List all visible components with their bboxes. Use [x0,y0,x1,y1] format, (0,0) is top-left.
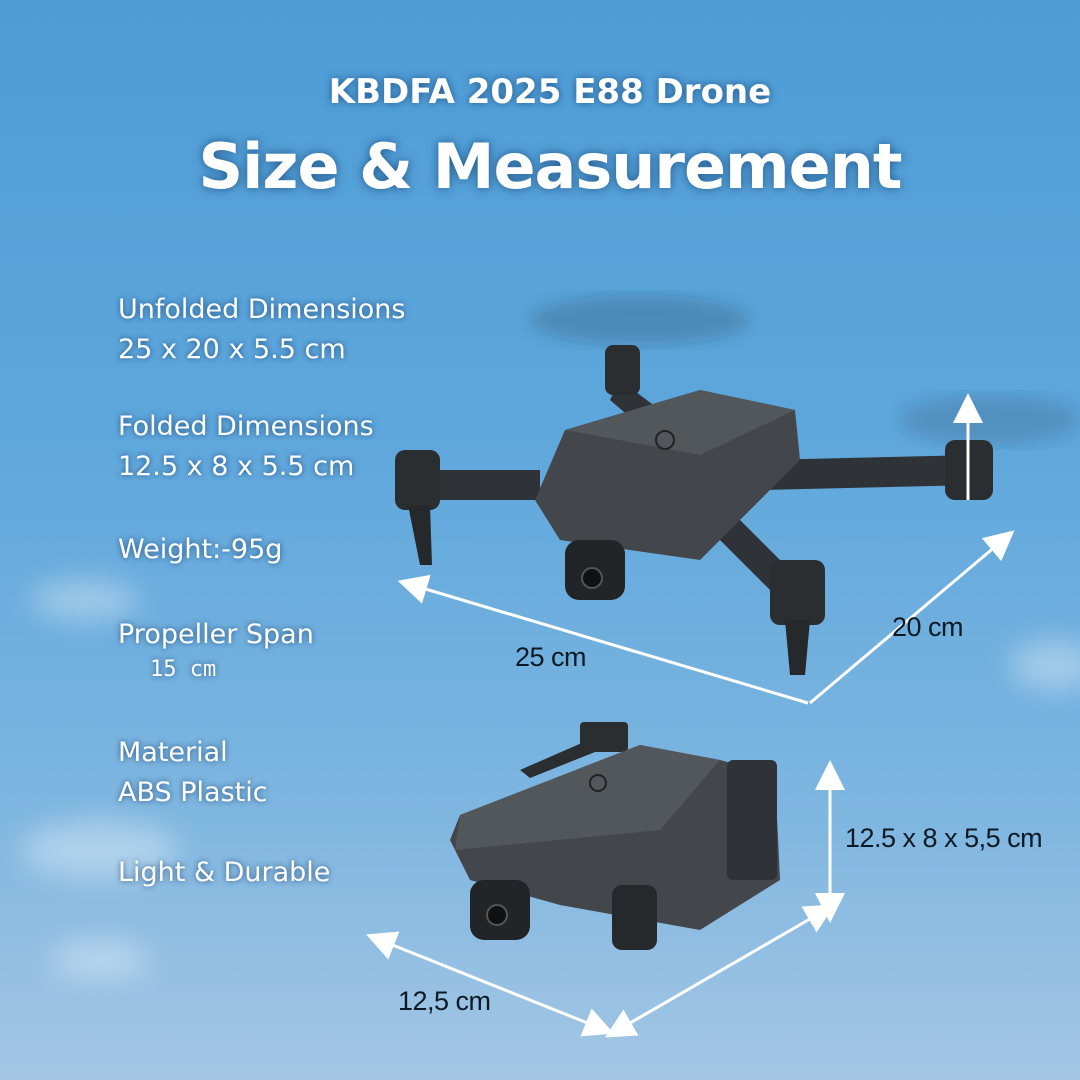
spec-label: Folded Dimensions [118,411,374,442]
unfolded-drone-image [395,295,1080,675]
spec-value: 12.5 x 8 x 5.5 cm [118,451,355,482]
spec-label: Light & Durable [118,857,331,888]
spec-material: Material ABS Plastic [118,733,268,813]
arrow-folded-width [605,904,835,1038]
page-title: Size & Measurement [198,130,903,203]
cloud [20,820,180,880]
label-folded-size: 12.5 x 8 x 5,5 cm [845,823,1043,853]
spec-weight: Weight:-95g [118,530,282,570]
spec-value: 15 cm [150,657,217,682]
spec-label: Weight:-95g [118,534,283,565]
spec-value: 25 x 20 x 5.5 cm [118,334,346,365]
cloud [30,580,140,620]
arrow-folded-length [366,931,614,1037]
label-unfolded-width: 20 cm [892,612,964,642]
arrow-length [397,574,809,705]
label-unfolded-length: 25 cm [515,642,587,672]
spec-propeller: Propeller Span 15 cm [118,615,314,685]
spec-value: ABS Plastic [118,777,268,808]
spec-folded: Folded Dimensions 12.5 x 8 x 5.5 cm [118,407,374,487]
product-name: KBDFA 2025 E88 Drone [328,72,772,112]
spec-label: Propeller Span [118,619,314,650]
cloud [1010,640,1080,690]
spec-durable: Light & Durable [118,853,330,893]
arrow-width [809,530,1015,705]
spec-label: Material [118,737,228,768]
spec-unfolded: Unfolded Dimensions 25 x 20 x 5.5 cm [118,290,405,370]
spec-label: Unfolded Dimensions [118,294,406,325]
cloud [50,940,150,980]
label-folded-length: 12,5 cm [398,986,491,1016]
folded-drone-image [450,722,780,950]
